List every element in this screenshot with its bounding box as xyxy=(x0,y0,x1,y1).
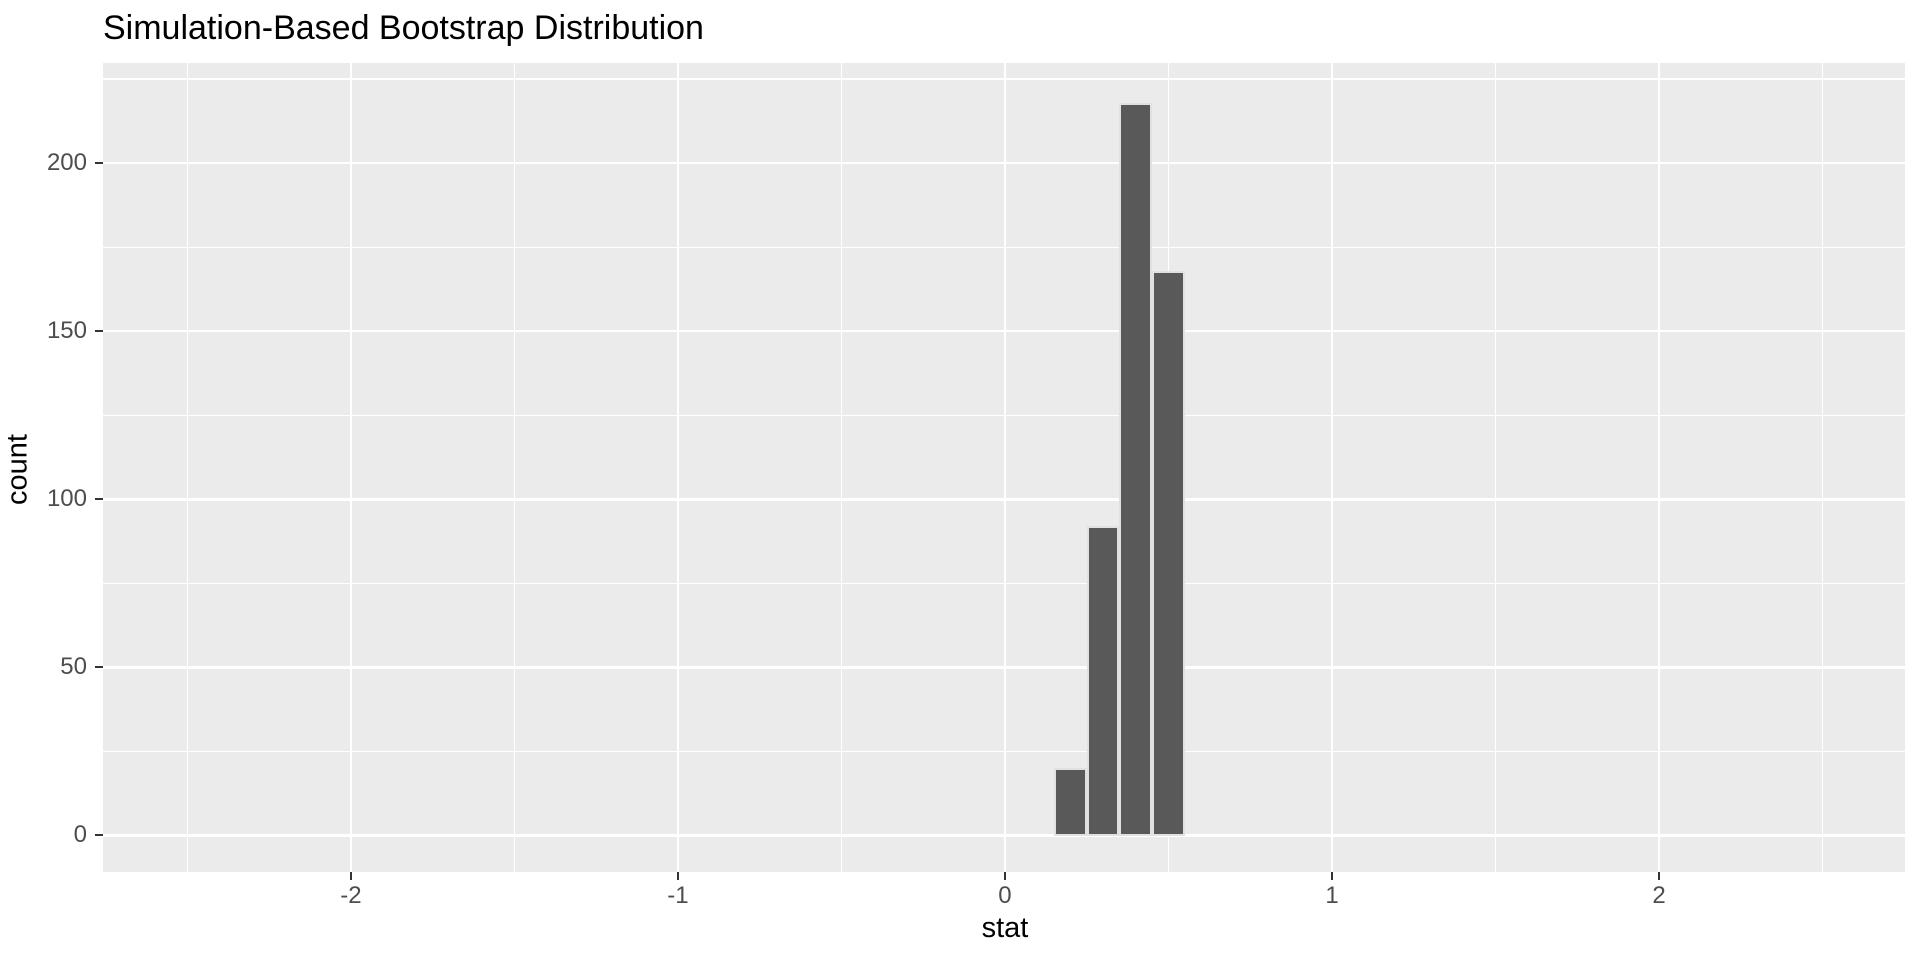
histogram-bar xyxy=(1054,768,1087,837)
y-tick-label: 200 xyxy=(46,149,87,177)
major-gridline-x xyxy=(676,63,680,872)
minor-gridline-x xyxy=(186,63,189,872)
x-axis-tick xyxy=(349,872,352,880)
x-axis-tick xyxy=(1657,872,1661,880)
histogram-bar xyxy=(1086,526,1120,837)
major-gridline-x xyxy=(349,63,353,872)
x-tick-label: 1 xyxy=(1325,882,1339,909)
y-axis-tick xyxy=(95,834,103,837)
y-tick-label: 0 xyxy=(73,821,87,849)
x-tick-label: -2 xyxy=(340,882,362,909)
x-axis-tick xyxy=(1003,872,1007,880)
histogram-bar xyxy=(1119,102,1153,837)
plot-title: Simulation-Based Bootstrap Distribution xyxy=(103,9,704,47)
y-axis-tick xyxy=(95,498,103,501)
x-tick-label: 2 xyxy=(1652,882,1666,909)
x-axis-tick xyxy=(676,872,680,880)
x-tick-label: -1 xyxy=(667,882,689,909)
y-tick-label: 100 xyxy=(46,485,87,513)
x-axis-tick xyxy=(1330,872,1334,880)
major-gridline-x xyxy=(1330,63,1334,872)
y-axis-tick xyxy=(95,162,103,165)
y-axis-title: count xyxy=(1,433,34,505)
major-gridline-x xyxy=(1657,63,1661,872)
y-axis-tick xyxy=(95,666,103,669)
minor-gridline-x xyxy=(1821,63,1824,872)
x-tick-label: 0 xyxy=(998,882,1012,909)
minor-gridline-x xyxy=(1494,63,1497,872)
minor-gridline-x xyxy=(513,63,516,872)
y-axis-tick xyxy=(95,330,103,333)
minor-gridline-x xyxy=(840,63,843,872)
plot-panel xyxy=(103,63,1905,872)
y-tick-label: 50 xyxy=(60,653,87,681)
x-axis-title: stat xyxy=(981,912,1029,944)
y-tick-label: 150 xyxy=(46,317,87,345)
major-gridline-x xyxy=(1003,63,1007,872)
histogram-bar xyxy=(1152,270,1185,837)
